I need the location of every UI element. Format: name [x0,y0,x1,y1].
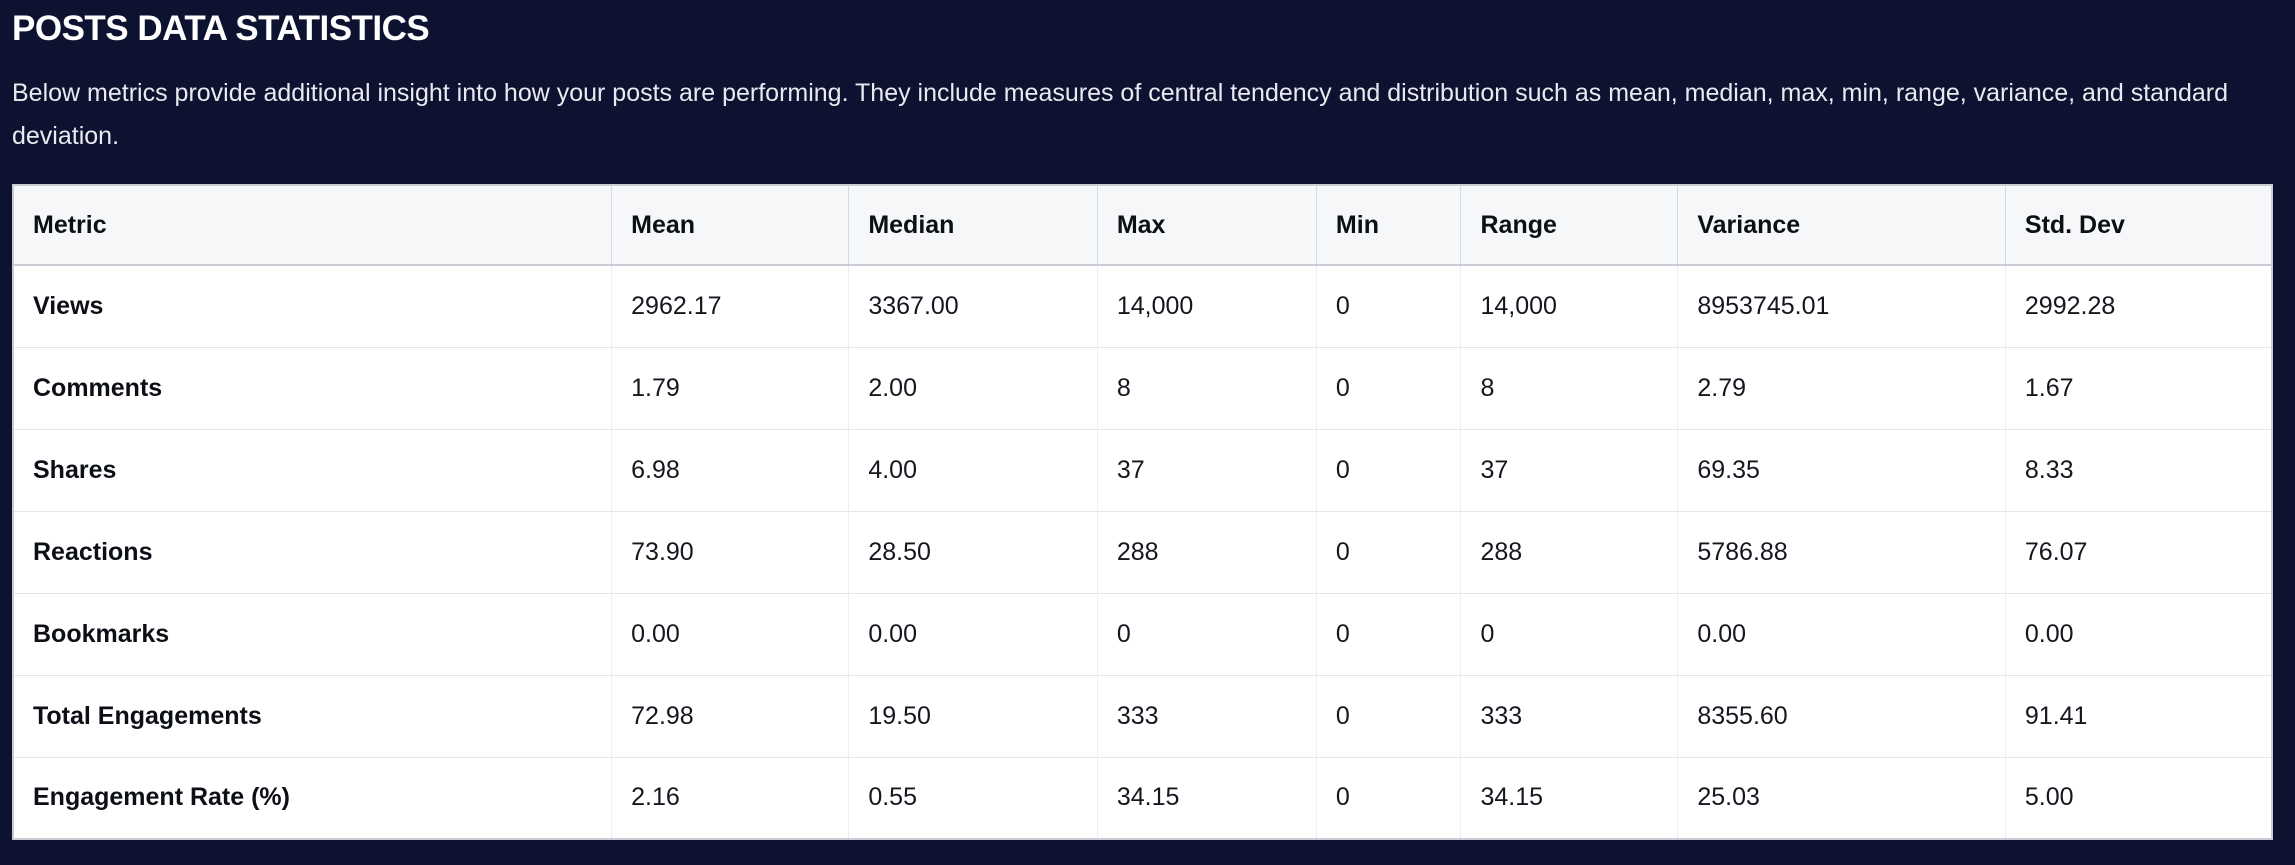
value-cell-max: 288 [1097,510,1317,593]
stats-table: Metric Mean Median Max Min Range Variance Std. … [12,184,2273,840]
table-row-shares: Shares 6.98 4.00 37 0 37 69.35 8.33 [13,428,2272,511]
metric-cell: Total Engagements [13,674,613,757]
table-row-comments: Comments 1.79 2.00 8 0 8 2.79 1.67 [13,346,2272,429]
value-cell-mean: 1.79 [611,346,850,429]
metric-cell: Shares [13,428,613,511]
column-header-median: Median [848,185,1098,266]
value-cell-mean: 6.98 [611,428,850,511]
metric-cell: Engagement Rate (%) [13,756,613,839]
value-cell-mean: 2962.17 [611,265,850,347]
column-header-range: Range [1460,185,1679,266]
table-row-bookmarks: Bookmarks 0.00 0.00 0 0 0 0.00 0.00 [13,592,2272,675]
value-cell-min: 0 [1316,756,1462,839]
value-cell-median: 0.55 [848,756,1098,839]
table-header-row: Metric Mean Median Max Min Range Variance Std. … [13,185,2272,266]
page-description: Below metrics provide additional insight… [12,79,2228,150]
value-cell-std-dev: 5.00 [2005,756,2272,839]
value-cell-median: 3367.00 [848,265,1098,347]
value-cell-std-dev: 0.00 [2005,592,2272,675]
value-cell-range: 0 [1460,592,1679,675]
value-cell-range: 34.15 [1460,756,1679,839]
column-header-metric: Metric [13,185,613,266]
value-cell-median: 28.50 [848,510,1098,593]
value-cell-range: 288 [1460,510,1679,593]
column-header-min: Min [1316,185,1462,266]
table-row-reactions: Reactions 73.90 28.50 288 0 288 5786.88 76.07 [13,510,2272,593]
value-cell-max: 0 [1097,592,1317,675]
value-cell-max: 14,000 [1097,265,1317,347]
value-cell-variance: 8953745.01 [1677,265,2006,347]
value-cell-median: 19.50 [848,674,1098,757]
value-cell-median: 0.00 [848,592,1098,675]
table-body: Views 2962.17 3367.00 14,000 0 14,000 8953745.… [13,265,2272,839]
metric-cell: Views [13,265,613,347]
metric-cell: Bookmarks [13,592,613,675]
table-row-views: Views 2962.17 3367.00 14,000 0 14,000 8953745.… [13,265,2272,347]
table-row-engagement-rate: Engagement Rate (%) 2.16 0.55 34.15 0 34.15 25… [13,756,2272,839]
table-row-total-engagements: Total Engagements 72.98 19.50 333 0 333 8355.6… [13,674,2272,757]
column-header-std-dev: Std. Dev [2005,185,2272,266]
value-cell-std-dev: 2992.28 [2005,265,2272,347]
value-cell-min: 0 [1316,428,1462,511]
value-cell-std-dev: 76.07 [2005,510,2272,593]
value-cell-std-dev: 1.67 [2005,346,2272,429]
column-header-max: Max [1097,185,1317,266]
page-title: POSTS DATA STATISTICS [12,9,430,48]
value-cell-median: 2.00 [848,346,1098,429]
value-cell-range: 333 [1460,674,1679,757]
posts-data-statistics-section: POSTS DATA STATISTICS Below metrics prov… [12,9,2273,840]
value-cell-max: 8 [1097,346,1317,429]
metric-cell: Comments [13,346,613,429]
column-header-mean: Mean [611,185,850,266]
value-cell-variance: 0.00 [1677,592,2006,675]
value-cell-std-dev: 8.33 [2005,428,2272,511]
value-cell-variance: 2.79 [1677,346,2006,429]
metric-cell: Reactions [13,510,613,593]
value-cell-mean: 72.98 [611,674,850,757]
value-cell-median: 4.00 [848,428,1098,511]
value-cell-std-dev: 91.41 [2005,674,2272,757]
value-cell-mean: 73.90 [611,510,850,593]
value-cell-min: 0 [1316,674,1462,757]
value-cell-min: 0 [1316,592,1462,675]
value-cell-min: 0 [1316,510,1462,593]
value-cell-min: 0 [1316,265,1462,347]
value-cell-min: 0 [1316,346,1462,429]
value-cell-range: 37 [1460,428,1679,511]
value-cell-mean: 2.16 [611,756,850,839]
value-cell-range: 8 [1460,346,1679,429]
value-cell-mean: 0.00 [611,592,850,675]
column-header-variance: Variance [1677,185,2006,266]
value-cell-variance: 25.03 [1677,756,2006,839]
value-cell-max: 37 [1097,428,1317,511]
value-cell-max: 333 [1097,674,1317,757]
table-head: Metric Mean Median Max Min Range Variance Std. … [13,185,2272,266]
value-cell-variance: 5786.88 [1677,510,2006,593]
value-cell-variance: 69.35 [1677,428,2006,511]
value-cell-max: 34.15 [1097,756,1317,839]
value-cell-variance: 8355.60 [1677,674,2006,757]
value-cell-range: 14,000 [1460,265,1679,347]
